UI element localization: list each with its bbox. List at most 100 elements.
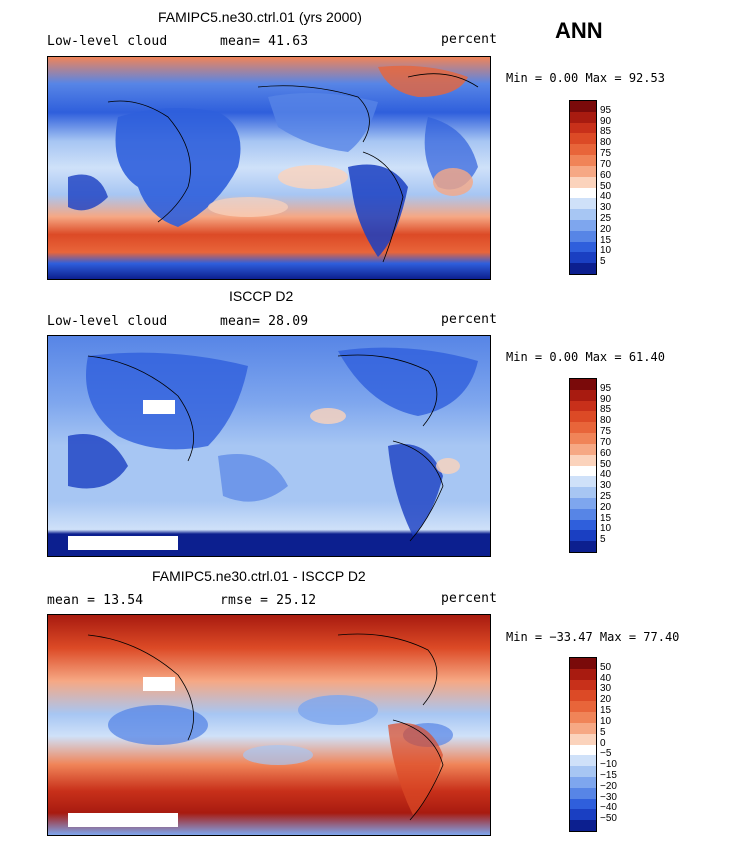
panel-1-variable: Low-level cloud [47,34,168,49]
colorbar-swatch [570,389,596,401]
colorbar-tick-label: 85 [600,404,612,416]
colorbar-tick-label: 5 [600,726,606,738]
panel-1-units: percent [441,32,498,47]
colorbar-tick-label: 10 [600,715,612,727]
colorbar-tick-label: 30 [600,202,612,214]
colorbar-tick-label: 90 [600,115,612,127]
colorbar-tick-label: 95 [600,382,612,394]
colorbar-tick-label: 70 [600,158,612,170]
panel-1-map [47,56,491,280]
panel-1-mean: mean= 41.63 [220,34,309,49]
panel-1-map-graphic [48,57,490,279]
colorbar-swatch [570,809,596,821]
colorbar-swatch [570,465,596,477]
colorbar-swatch [570,111,596,123]
panel-2-map [47,335,491,557]
panel-3-units: percent [441,591,498,606]
colorbar-swatch [570,219,596,231]
colorbar-swatch [570,422,596,434]
colorbar-swatch [570,144,596,156]
colorbar-swatch [570,122,596,134]
colorbar-tick-label: 10 [600,245,612,257]
panel-3-colorbar [569,657,597,832]
colorbar-swatch [570,766,596,777]
colorbar-swatch [570,701,596,713]
colorbar-swatch [570,798,596,810]
colorbar-tick-label: 95 [600,104,612,116]
panel-3-title: FAMIPC5.ne30.ctrl.01 - ISCCP D2 [152,568,366,584]
panel-3-rmse: rmse = 25.12 [220,593,317,608]
colorbar-swatch [570,519,596,531]
colorbar-swatch [570,379,596,390]
colorbar-swatch [570,755,596,767]
colorbar-swatch [570,744,596,756]
colorbar-swatch [570,198,596,210]
colorbar-tick-label: −20 [600,780,617,792]
colorbar-tick-label: 80 [600,137,612,149]
colorbar-tick-label: 50 [600,458,612,470]
colorbar-tick-label: 30 [600,683,612,695]
panel-2-variable: Low-level cloud [47,314,168,329]
panel-2-title: ISCCP D2 [229,288,294,304]
panel-2-colorbar [569,378,597,553]
panel-3-minmax: Min = −33.47 Max = 77.40 [506,630,680,644]
colorbar-tick-label: −30 [600,791,617,803]
colorbar-swatch [570,476,596,488]
colorbar-swatch [570,400,596,412]
colorbar-tick-label: −40 [600,802,617,814]
colorbar-swatch [570,508,596,520]
colorbar-tick-label: 85 [600,126,612,138]
colorbar-tick-label: 60 [600,169,612,181]
colorbar-swatch [570,263,596,274]
colorbar-tick-label: −50 [600,813,617,825]
colorbar-tick-label: 0 [600,737,606,749]
colorbar-tick-label: 20 [600,501,612,513]
colorbar-tick-label: 60 [600,447,612,459]
colorbar-swatch [570,787,596,799]
panel-3-mean: mean = 13.54 [47,593,144,608]
colorbar-tick-label: 15 [600,705,612,717]
colorbar-swatch [570,209,596,220]
panel-1-title: FAMIPC5.ne30.ctrl.01 (yrs 2000) [158,9,362,25]
colorbar-tick-label: −5 [600,748,612,760]
season-label: ANN [555,18,603,43]
colorbar-swatch [570,712,596,723]
colorbar-swatch [570,497,596,509]
colorbar-swatch [570,241,596,253]
colorbar-tick-label: 70 [600,436,612,448]
panel-1-colorbar [569,100,597,275]
colorbar-tick-label: 30 [600,480,612,492]
colorbar-swatch [570,679,596,691]
colorbar-swatch [570,454,596,466]
colorbar-tick-label: 80 [600,415,612,427]
colorbar-swatch [570,165,596,177]
colorbar-tick-label: 25 [600,212,612,224]
colorbar-swatch [570,187,596,199]
colorbar-swatch [570,101,596,112]
colorbar-swatch [570,176,596,188]
colorbar-tick-label: −10 [600,759,617,771]
colorbar-tick-label: 50 [600,180,612,192]
colorbar-tick-label: −15 [600,769,617,781]
colorbar-swatch [570,722,596,734]
colorbar-tick-label: 40 [600,672,612,684]
colorbar-swatch [570,252,596,264]
colorbar-swatch [570,776,596,788]
colorbar-swatch [570,487,596,498]
panel-2-units: percent [441,312,498,327]
colorbar-tick-label: 5 [600,534,606,546]
colorbar-swatch [570,668,596,680]
colorbar-tick-label: 10 [600,523,612,535]
colorbar-swatch [570,443,596,455]
colorbar-swatch [570,155,596,166]
colorbar-tick-label: 15 [600,234,612,246]
panel-2-map-graphic [48,336,490,556]
colorbar-tick-label: 20 [600,223,612,235]
colorbar-swatch [570,411,596,423]
colorbar-tick-label: 50 [600,661,612,673]
colorbar-tick-label: 40 [600,469,612,481]
colorbar-swatch [570,690,596,702]
colorbar-swatch [570,820,596,831]
colorbar-swatch [570,433,596,444]
colorbar-tick-label: 40 [600,191,612,203]
